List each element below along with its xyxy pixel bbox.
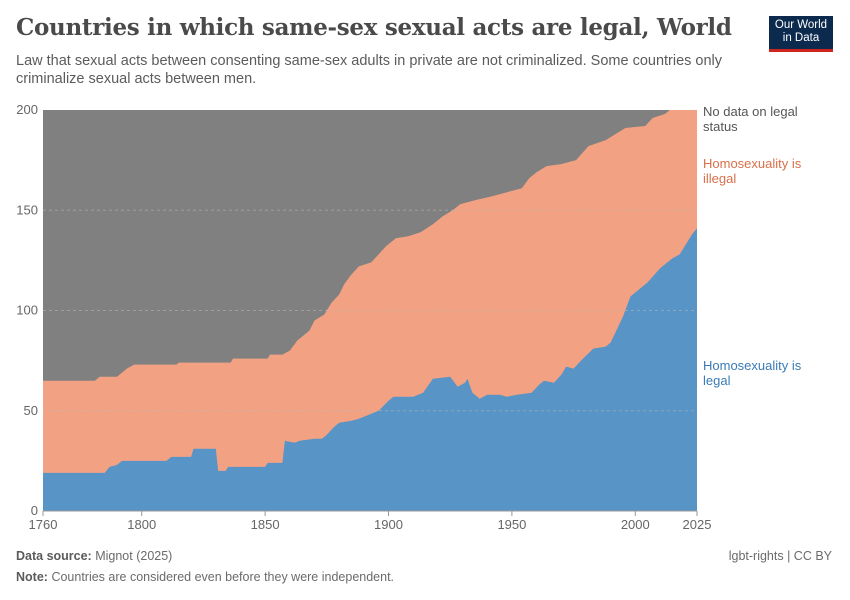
y-tick-label: 100 <box>16 303 38 318</box>
source-link[interactable]: Mignot (2025) <box>95 549 173 563</box>
credit-link[interactable]: lgbt-rights | CC BY <box>728 549 832 563</box>
x-tick-label: 2000 <box>621 517 650 532</box>
legend-no-data[interactable]: No data on legal status <box>703 104 798 134</box>
y-tick-label: 50 <box>24 403 38 418</box>
legend-legal[interactable]: Homosexuality is legal <box>703 358 802 388</box>
legend-label-line: status <box>703 119 738 134</box>
chart-title: Countries in which same-sex sexual acts … <box>16 14 732 41</box>
logo-line-1: Our World <box>774 19 828 31</box>
x-tick-label: 1800 <box>127 517 156 532</box>
y-tick-label: 150 <box>16 202 38 217</box>
y-tick-label: 200 <box>16 102 38 117</box>
legend-illegal[interactable]: Homosexuality is illegal <box>703 156 802 186</box>
data-source: Data source: Mignot (2025) <box>16 549 172 563</box>
owid-logo[interactable]: Our World in Data <box>769 16 833 52</box>
source-label: Data source: <box>16 549 92 563</box>
note-label: Note: <box>16 570 48 584</box>
x-tick-label: 1760 <box>29 517 58 532</box>
logo-line-2: in Data <box>782 32 820 44</box>
note-text: Countries are considered even before the… <box>51 570 395 584</box>
x-tick-label: 1950 <box>497 517 526 532</box>
y-tick-label: 0 <box>31 503 38 518</box>
x-tick-label: 2025 <box>683 517 712 532</box>
chart-note: Note: Countries are considered even befo… <box>16 570 394 584</box>
legend-label-line: legal <box>703 373 731 388</box>
x-tick-label: 1900 <box>374 517 403 532</box>
x-tick-label: 1850 <box>251 517 280 532</box>
legend-label-line: Homosexuality is <box>703 156 802 171</box>
legend-label-line: No data on legal <box>703 104 798 119</box>
legend-label-line: Homosexuality is <box>703 358 802 373</box>
legend-label-line: illegal <box>703 171 736 186</box>
area-legal[interactable] <box>43 228 697 512</box>
chart-subtitle: Law that sexual acts between consenting … <box>16 53 723 87</box>
